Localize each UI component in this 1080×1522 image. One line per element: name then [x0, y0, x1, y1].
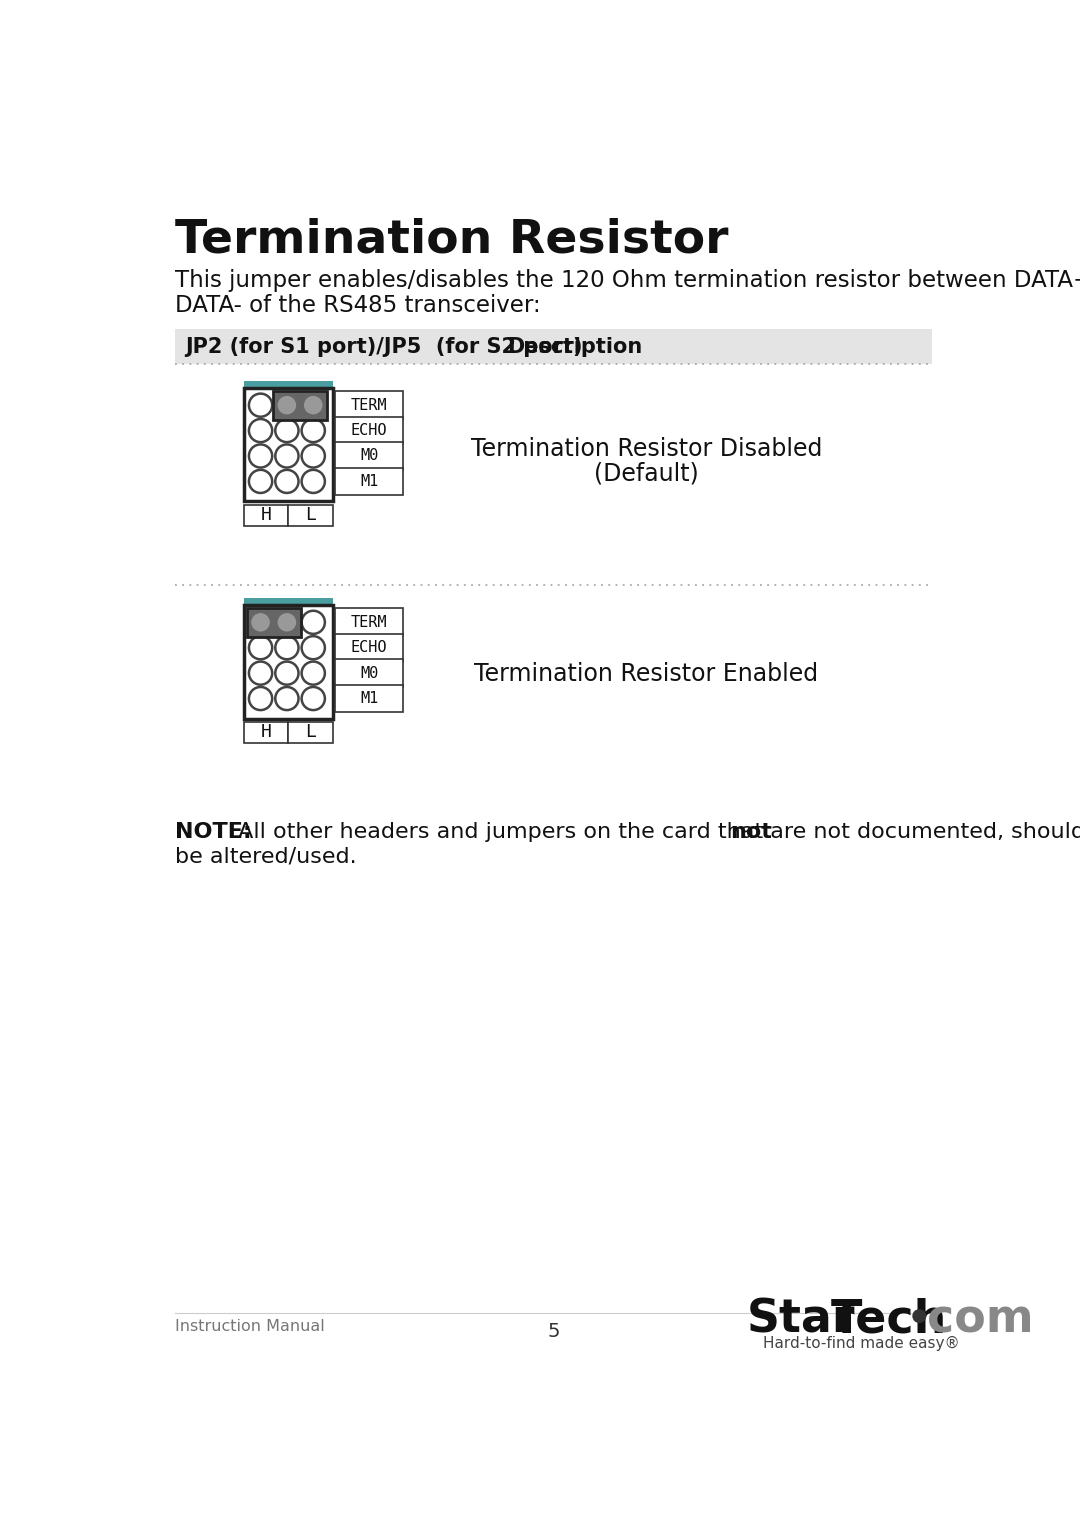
Text: Description: Description: [507, 338, 643, 358]
Circle shape: [248, 610, 272, 633]
Circle shape: [248, 662, 272, 685]
Text: M1: M1: [360, 691, 378, 706]
Bar: [243, 598, 334, 606]
Bar: [273, 391, 327, 420]
Circle shape: [301, 470, 325, 493]
Circle shape: [248, 686, 272, 711]
Text: Termination Resistor Disabled: Termination Resistor Disabled: [471, 437, 822, 461]
Circle shape: [275, 610, 298, 633]
Circle shape: [301, 662, 325, 685]
Text: L: L: [306, 723, 316, 741]
Bar: [243, 606, 334, 718]
Text: M0: M0: [360, 665, 378, 680]
Circle shape: [248, 419, 272, 441]
Text: TERM: TERM: [351, 615, 388, 630]
Bar: [246, 607, 301, 636]
Bar: [335, 441, 403, 470]
Circle shape: [301, 610, 325, 633]
Text: Tech: Tech: [831, 1298, 947, 1342]
Bar: [288, 504, 334, 527]
Circle shape: [278, 613, 296, 632]
Bar: [243, 388, 334, 501]
Text: All other headers and jumpers on the card that are not documented, should: All other headers and jumpers on the car…: [231, 822, 1080, 842]
Text: Hard-to-find made easy®: Hard-to-find made easy®: [762, 1336, 959, 1352]
Text: com: com: [927, 1298, 1034, 1342]
Bar: [288, 721, 334, 743]
Circle shape: [275, 470, 298, 493]
Text: 5: 5: [548, 1323, 559, 1341]
Circle shape: [301, 636, 325, 659]
Text: This jumper enables/disables the 120 Ohm termination resistor between DATA+ and: This jumper enables/disables the 120 Ohm…: [175, 269, 1080, 292]
Text: H: H: [260, 723, 271, 741]
Bar: [335, 633, 403, 662]
Bar: [335, 391, 403, 419]
Circle shape: [275, 419, 298, 441]
Text: Termination Resistor Enabled: Termination Resistor Enabled: [474, 662, 819, 685]
Circle shape: [301, 686, 325, 711]
Bar: [243, 504, 288, 527]
Circle shape: [301, 444, 325, 467]
Text: Termination Resistor: Termination Resistor: [175, 218, 729, 262]
Bar: [335, 417, 403, 444]
Bar: [335, 467, 403, 495]
Bar: [335, 685, 403, 712]
Text: DATA- of the RS485 transceiver:: DATA- of the RS485 transceiver:: [175, 294, 541, 317]
Text: Star: Star: [747, 1298, 855, 1342]
Text: not: not: [730, 822, 772, 842]
Text: M1: M1: [360, 473, 378, 489]
Bar: [243, 382, 334, 388]
Circle shape: [913, 1309, 927, 1323]
Circle shape: [275, 636, 298, 659]
Bar: [335, 609, 403, 636]
Circle shape: [301, 394, 325, 417]
Text: ECHO: ECHO: [351, 423, 388, 438]
Circle shape: [248, 636, 272, 659]
Text: H: H: [260, 507, 271, 524]
Text: be altered/used.: be altered/used.: [175, 846, 356, 866]
Circle shape: [275, 662, 298, 685]
Bar: [243, 721, 288, 743]
Circle shape: [275, 394, 298, 417]
Circle shape: [301, 419, 325, 441]
Text: ECHO: ECHO: [351, 641, 388, 654]
Circle shape: [275, 444, 298, 467]
Circle shape: [248, 394, 272, 417]
Text: JP2 (for S1 port)/JP5  (for S2 port): JP2 (for S1 port)/JP5 (for S2 port): [186, 338, 583, 358]
Text: M0: M0: [360, 449, 378, 464]
Text: (Default): (Default): [594, 461, 699, 486]
Circle shape: [278, 396, 296, 414]
Text: Instruction Manual: Instruction Manual: [175, 1320, 325, 1335]
Bar: [175, 329, 932, 364]
Text: L: L: [306, 507, 316, 524]
Circle shape: [248, 470, 272, 493]
Text: NOTE:: NOTE:: [175, 822, 252, 842]
Circle shape: [248, 444, 272, 467]
Circle shape: [275, 686, 298, 711]
Circle shape: [303, 396, 323, 414]
Text: TERM: TERM: [351, 397, 388, 412]
Bar: [335, 659, 403, 686]
Circle shape: [252, 613, 270, 632]
